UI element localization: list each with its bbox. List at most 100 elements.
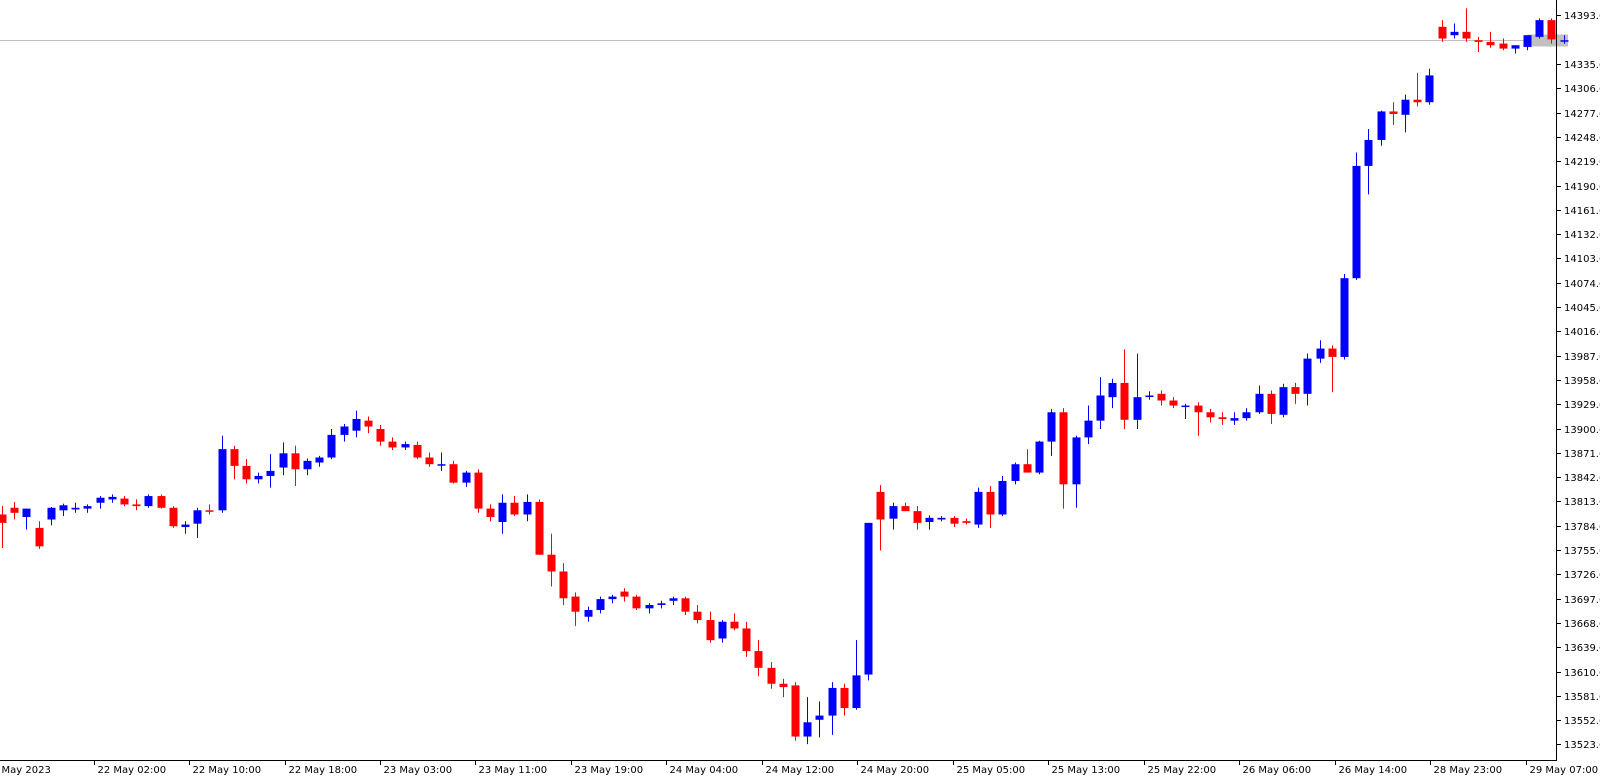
candle[interactable] (779, 678, 788, 698)
candle[interactable] (35, 521, 44, 549)
candle[interactable] (120, 496, 129, 507)
candle[interactable] (535, 499, 544, 555)
candle[interactable] (327, 429, 336, 460)
candle[interactable] (681, 596, 690, 616)
candle[interactable] (523, 494, 532, 522)
candle[interactable] (462, 470, 471, 487)
candle[interactable] (437, 452, 446, 471)
candle[interactable] (1413, 72, 1422, 107)
candle[interactable] (1120, 349, 1129, 430)
candle[interactable] (157, 494, 166, 509)
candle[interactable] (1511, 45, 1520, 54)
candle[interactable] (1023, 449, 1032, 473)
candle[interactable] (1242, 408, 1251, 421)
candle[interactable] (962, 518, 971, 525)
candle[interactable] (1145, 391, 1154, 400)
candle[interactable] (1499, 38, 1508, 51)
time-axis[interactable]: May 2023 22 May 02:00 22 May 10:00 22 May 1… (0, 760, 1598, 776)
candle[interactable] (901, 502, 910, 512)
candle[interactable] (96, 496, 105, 509)
candle[interactable] (59, 503, 68, 517)
candle[interactable] (1072, 435, 1081, 508)
candle[interactable] (571, 592, 580, 626)
candle[interactable] (315, 455, 324, 467)
candle[interactable] (876, 485, 885, 551)
candle[interactable] (254, 472, 263, 484)
candle[interactable] (815, 701, 824, 738)
candle[interactable] (1352, 152, 1361, 280)
candle[interactable] (718, 620, 727, 643)
candle[interactable] (1474, 36, 1483, 52)
candle[interactable] (559, 563, 568, 605)
candle[interactable] (1486, 31, 1495, 48)
candle[interactable] (193, 507, 202, 538)
candle[interactable] (181, 521, 190, 534)
candle[interactable] (1438, 20, 1447, 42)
candle[interactable] (1255, 385, 1264, 414)
price-axis[interactable]: 13523.6 13552.6 13581.6 13610.6 13639.6 13668… (1556, 11, 1600, 751)
candle[interactable] (791, 682, 800, 741)
candle[interactable] (584, 606, 593, 622)
candle[interactable] (1194, 402, 1203, 436)
candle[interactable] (1303, 353, 1312, 406)
candle[interactable] (730, 613, 739, 631)
candle[interactable] (1401, 94, 1410, 133)
candle[interactable] (132, 499, 141, 511)
candle[interactable] (10, 501, 19, 520)
candle[interactable] (1340, 274, 1349, 360)
candle[interactable] (632, 594, 641, 611)
candle[interactable] (1230, 412, 1239, 425)
candle[interactable] (1547, 18, 1556, 44)
candle[interactable] (998, 475, 1007, 517)
candle[interactable] (547, 533, 556, 587)
candle[interactable] (1267, 390, 1276, 424)
candle[interactable] (986, 485, 995, 528)
candle[interactable] (83, 504, 92, 513)
candle[interactable] (242, 459, 251, 484)
candle[interactable] (1523, 35, 1532, 51)
candle[interactable] (706, 611, 715, 643)
candle[interactable] (1035, 440, 1044, 475)
candle[interactable] (205, 504, 214, 515)
candle[interactable] (486, 504, 495, 522)
candle[interactable] (913, 506, 922, 530)
candle[interactable] (169, 506, 178, 528)
candle[interactable] (1108, 378, 1117, 409)
candle[interactable] (645, 603, 654, 614)
candles-layer[interactable] (0, 8, 1569, 745)
candle[interactable] (1279, 383, 1288, 418)
candle[interactable] (340, 423, 349, 442)
candle[interactable] (693, 604, 702, 624)
candle[interactable] (1316, 340, 1325, 363)
candle[interactable] (852, 640, 861, 710)
candle[interactable] (291, 445, 300, 486)
candle[interactable] (108, 494, 117, 503)
candle[interactable] (937, 516, 946, 522)
candle[interactable] (279, 442, 288, 476)
candle[interactable] (1389, 102, 1398, 125)
candle[interactable] (657, 600, 666, 609)
candle[interactable] (266, 454, 275, 488)
candle[interactable] (1011, 462, 1020, 485)
candle[interactable] (1291, 382, 1300, 404)
candle[interactable] (925, 515, 934, 530)
candle[interactable] (1377, 110, 1386, 146)
candle[interactable] (1059, 408, 1068, 509)
candle[interactable] (1133, 353, 1142, 430)
candle[interactable] (950, 516, 959, 528)
candle[interactable] (364, 416, 373, 434)
candle[interactable] (742, 621, 751, 657)
candle[interactable] (352, 410, 361, 438)
candle[interactable] (1218, 412, 1227, 425)
candle[interactable] (401, 441, 410, 450)
candle[interactable] (71, 502, 80, 513)
candle[interactable] (767, 661, 776, 689)
candle[interactable] (303, 458, 312, 476)
candle[interactable] (1450, 23, 1459, 39)
candle[interactable] (1157, 390, 1166, 406)
candle[interactable] (0, 506, 7, 549)
candle[interactable] (1084, 405, 1093, 445)
candle[interactable] (803, 697, 812, 745)
candle[interactable] (889, 502, 898, 530)
